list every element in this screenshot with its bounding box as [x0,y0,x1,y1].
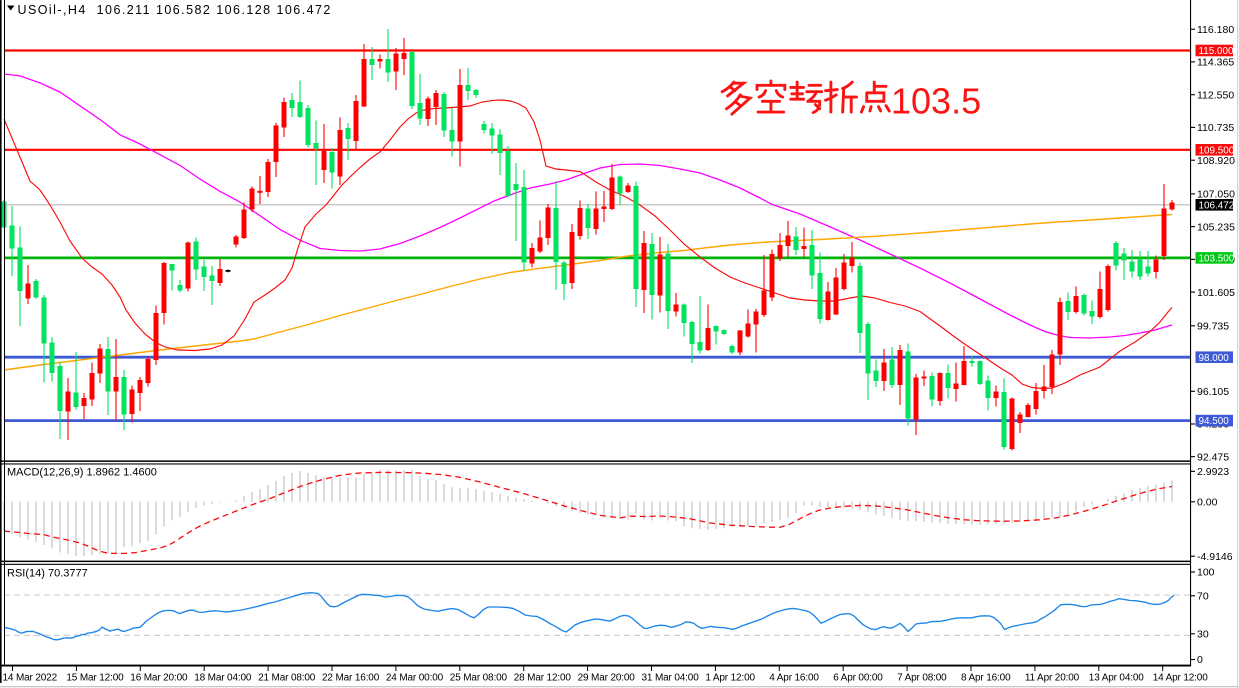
svg-text:0: 0 [1197,654,1203,666]
svg-text:114.365: 114.365 [1197,57,1234,69]
svg-text:RSI(14) 70.3777: RSI(14) 70.3777 [7,568,88,580]
svg-text:15 Mar 12:00: 15 Mar 12:00 [66,673,124,684]
svg-text:99.735: 99.735 [1197,321,1229,333]
svg-text:106.472: 106.472 [1199,200,1235,211]
svg-text:-4.9146: -4.9146 [1197,551,1233,563]
svg-text:108.920: 108.920 [1197,155,1235,167]
svg-text:11 Apr 20:00: 11 Apr 20:00 [1025,673,1080,684]
svg-text:1 Apr 12:00: 1 Apr 12:00 [705,673,755,684]
svg-text:107.050: 107.050 [1197,189,1235,201]
svg-text:8 Apr 16:00: 8 Apr 16:00 [961,673,1011,684]
svg-text:115.000: 115.000 [1199,46,1234,57]
svg-text:98.000: 98.000 [1199,353,1230,364]
svg-text:22 Mar 16:00: 22 Mar 16:00 [322,673,380,684]
svg-text:MACD(12,26,9) 1.8962 1.4600: MACD(12,26,9) 1.8962 1.4600 [7,467,157,479]
svg-text:0.00: 0.00 [1197,497,1218,509]
svg-text:109.500: 109.500 [1199,145,1235,156]
svg-text:7 Apr 08:00: 7 Apr 08:00 [897,673,947,684]
svg-text:16 Mar 20:00: 16 Mar 20:00 [130,673,188,684]
svg-text:116.180: 116.180 [1197,24,1234,36]
svg-text:24 Mar 00:00: 24 Mar 00:00 [386,673,444,684]
svg-text:31 Mar 04:00: 31 Mar 04:00 [642,673,700,684]
svg-text:100: 100 [1197,567,1215,579]
svg-text:103.500: 103.500 [1199,254,1235,265]
svg-text:29 Mar 20:00: 29 Mar 20:00 [578,673,636,684]
svg-text:14 Mar 2022: 14 Mar 2022 [3,673,58,684]
svg-text:21 Mar 08:00: 21 Mar 08:00 [258,673,316,684]
svg-text:18 Mar 04:00: 18 Mar 04:00 [194,673,252,684]
svg-text:96.105: 96.105 [1197,386,1229,398]
svg-text:110.735: 110.735 [1197,122,1234,134]
svg-text:USOil-,H4 106.211 106.582 106: USOil-,H4 106.211 106.582 106.128 106.47… [18,3,332,17]
svg-text:112.550: 112.550 [1197,89,1234,101]
svg-text:4 Apr 16:00: 4 Apr 16:00 [769,673,819,684]
svg-text:101.605: 101.605 [1197,287,1235,299]
svg-text:13 Apr 04:00: 13 Apr 04:00 [1089,673,1145,684]
svg-text:92.475: 92.475 [1197,451,1229,463]
svg-text:6 Apr 00:00: 6 Apr 00:00 [833,673,883,684]
svg-text:2.9923: 2.9923 [1197,466,1229,478]
svg-text:105.235: 105.235 [1197,221,1235,233]
svg-text:30: 30 [1197,629,1209,641]
svg-text:25 Mar 08:00: 25 Mar 08:00 [450,673,508,684]
svg-text:28 Mar 12:00: 28 Mar 12:00 [514,673,572,684]
svg-text:14 Apr 12:00: 14 Apr 12:00 [1153,673,1209,684]
svg-text:70: 70 [1197,591,1209,603]
svg-text:94.500: 94.500 [1199,416,1230,427]
svg-text:103.5: 103.5 [891,81,981,122]
